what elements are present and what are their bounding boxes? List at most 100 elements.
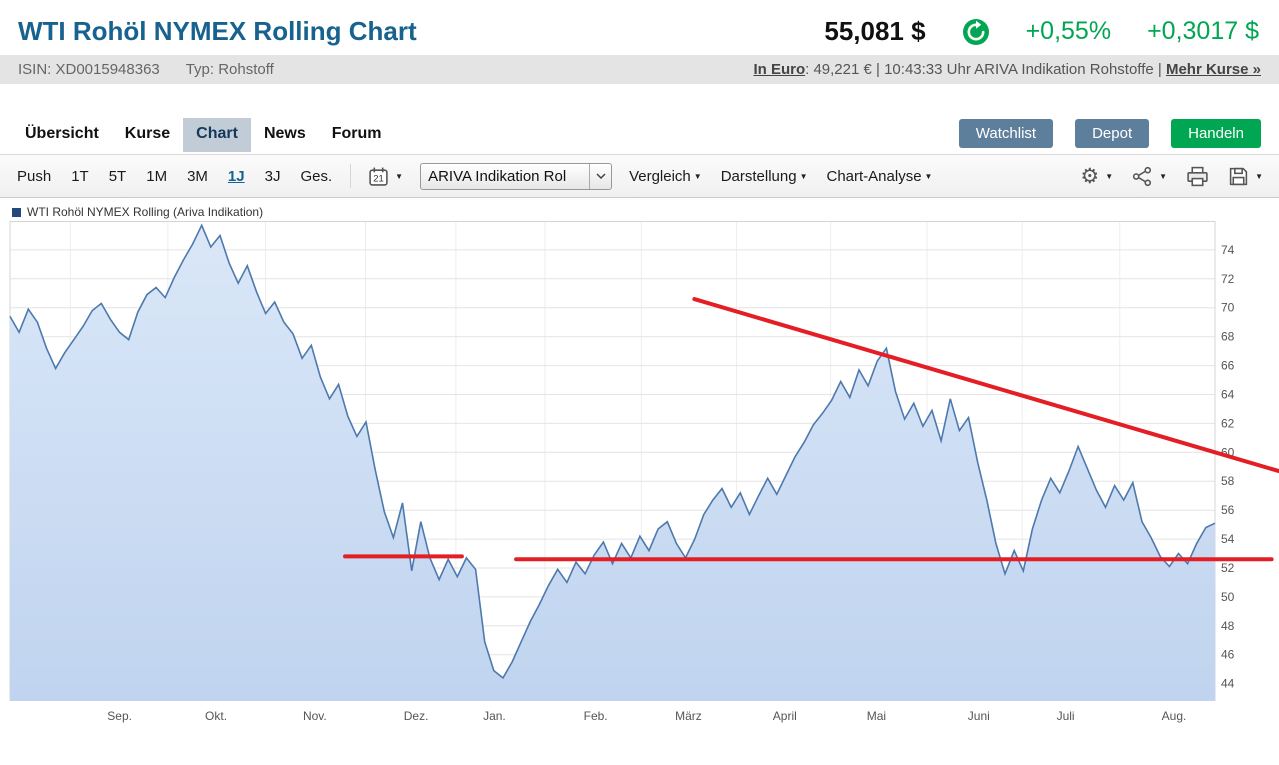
range-1m[interactable]: 1M bbox=[146, 167, 168, 185]
save-disk-icon bbox=[1229, 167, 1248, 185]
quote-meta: In Euro: 49,221 € | 10:43:33 Uhr ARIVA I… bbox=[753, 61, 1261, 78]
chart-menus: Vergleich ▼ Darstellung ▼ Chart-Analyse ▼ bbox=[629, 168, 932, 185]
y-axis-label: 50 bbox=[1221, 590, 1235, 604]
menu-label: Darstellung bbox=[720, 167, 797, 185]
print-button[interactable] bbox=[1186, 166, 1209, 187]
gear-icon: ⚙ bbox=[1080, 164, 1100, 188]
header: WTI Rohöl NYMEX Rolling Chart 55,081 $ +… bbox=[0, 0, 1279, 55]
x-axis-label: Juli bbox=[1056, 709, 1075, 723]
tab-übersicht[interactable]: Übersicht bbox=[25, 125, 99, 142]
menu-label: Chart-Analyse bbox=[826, 167, 922, 185]
y-axis-label: 52 bbox=[1221, 561, 1235, 575]
y-axis-label: 56 bbox=[1221, 503, 1235, 517]
trend-line-1 bbox=[692, 297, 1279, 474]
nav-tabs: Übersicht Kurse Chart News Forum bbox=[12, 118, 395, 152]
page-title: WTI Rohöl NYMEX Rolling Chart bbox=[18, 16, 417, 46]
area-fill bbox=[10, 225, 1215, 702]
y-axis-label: 64 bbox=[1221, 388, 1235, 402]
isin-label: ISIN: XD0015948363 bbox=[18, 61, 160, 78]
x-axis-label: Nov. bbox=[302, 709, 327, 723]
range-push[interactable]: Push bbox=[17, 167, 52, 185]
chevron-down-icon: ▼ bbox=[693, 171, 702, 181]
range-5t[interactable]: 5T bbox=[108, 167, 127, 185]
nav-buttons: Watchlist Depot Handeln bbox=[958, 119, 1261, 152]
chevron-down-icon: ▼ bbox=[1255, 171, 1263, 181]
x-axis-label: Juni bbox=[967, 709, 990, 723]
chevron-down-icon: ▼ bbox=[799, 171, 808, 181]
range-1t[interactable]: 1T bbox=[71, 167, 89, 185]
handeln-button[interactable]: Handeln bbox=[1171, 119, 1261, 148]
y-axis-label: 46 bbox=[1221, 648, 1235, 662]
x-axis-label: Dez. bbox=[403, 709, 429, 723]
svg-text:21: 21 bbox=[373, 173, 384, 184]
toolbar-separator bbox=[350, 164, 352, 188]
mehr-kurse-link[interactable]: Mehr Kurse » bbox=[1165, 61, 1261, 78]
calendar-icon: 21 bbox=[369, 167, 388, 186]
range-selector: Push 1T 5T 1M 3M 1J 3J Ges. bbox=[16, 166, 333, 187]
x-axis-label: Okt. bbox=[205, 709, 228, 723]
y-axis-label: 72 bbox=[1221, 272, 1235, 286]
range-3j[interactable]: 3J bbox=[264, 167, 281, 185]
y-axis-label: 68 bbox=[1221, 330, 1235, 344]
chevron-down-icon: ▼ bbox=[395, 171, 404, 181]
x-axis-label: Aug. bbox=[1161, 709, 1187, 723]
tab-kurse[interactable]: Kurse bbox=[124, 125, 171, 142]
indicators-button[interactable]: ▼ bbox=[1132, 166, 1167, 187]
x-axis-label: März bbox=[675, 709, 702, 723]
y-axis-label: 66 bbox=[1221, 359, 1235, 373]
current-price: 55,081 $ bbox=[824, 16, 926, 46]
y-axis-label: 54 bbox=[1221, 532, 1235, 546]
tab-forum[interactable]: Forum bbox=[331, 125, 382, 142]
tab-chart[interactable]: Chart bbox=[183, 118, 251, 152]
chevron-down-icon: ▼ bbox=[1105, 171, 1114, 181]
chevron-down-icon bbox=[589, 163, 611, 189]
toolbar-icons: ⚙ ▼ ▼ ▼ bbox=[1080, 166, 1263, 187]
y-axis-label: 62 bbox=[1221, 416, 1235, 430]
x-axis-label: Mai bbox=[866, 709, 887, 723]
x-axis-label: Sep. bbox=[107, 709, 132, 723]
price-cluster: 55,081 $ +0,55% +0,3017 $ bbox=[824, 16, 1259, 47]
range-3m[interactable]: 3M bbox=[187, 167, 208, 185]
y-axis-label: 44 bbox=[1221, 677, 1235, 691]
y-axis-label: 58 bbox=[1221, 474, 1235, 488]
range-1j[interactable]: 1J bbox=[227, 167, 245, 185]
indication-select[interactable]: ARIVA Indikation Rol bbox=[420, 162, 613, 190]
y-axis-label: 48 bbox=[1221, 619, 1235, 633]
save-button[interactable]: ▼ bbox=[1228, 166, 1263, 187]
price-line bbox=[9, 223, 1216, 680]
indication-select-value: ARIVA Indikation Rol bbox=[428, 167, 567, 185]
chevron-down-icon: ▼ bbox=[924, 171, 933, 181]
indication-time: | 10:43:33 Uhr ARIVA Indikation Rohstoff… bbox=[871, 61, 1166, 78]
chart-region: WTI Rohöl NYMEX Rolling (Ariva Indikatio… bbox=[0, 205, 1279, 728]
euro-price: : 49,221 € bbox=[805, 61, 872, 78]
y-axis-label: 70 bbox=[1221, 301, 1235, 315]
watchlist-button[interactable]: Watchlist bbox=[958, 119, 1054, 148]
x-axis-label: Feb. bbox=[583, 709, 608, 723]
menu-darstellung[interactable]: Darstellung ▼ bbox=[721, 168, 808, 185]
indicators-nodes-icon bbox=[1133, 166, 1152, 186]
depot-button[interactable]: Depot bbox=[1075, 119, 1150, 148]
menu-label: Vergleich bbox=[629, 167, 691, 185]
x-axis-label: Jan. bbox=[483, 709, 506, 723]
change-percent: +0,55% bbox=[1025, 17, 1112, 45]
printer-icon bbox=[1187, 166, 1208, 186]
type-label: Typ: Rohstoff bbox=[185, 61, 274, 78]
instrument-meta: ISIN: XD0015948363 Typ: Rohstoff bbox=[18, 61, 296, 78]
settings-button[interactable]: ⚙ ▼ bbox=[1080, 166, 1113, 187]
date-range-picker[interactable]: 21 ▼ bbox=[368, 166, 403, 187]
chart-legend: WTI Rohöl NYMEX Rolling (Ariva Indikatio… bbox=[12, 205, 1279, 219]
in-euro-link[interactable]: In Euro bbox=[753, 61, 806, 78]
chart-toolbar: Push 1T 5T 1M 3M 1J 3J Ges. 21 ▼ ARIVA Indikati… bbox=[0, 154, 1279, 198]
nav-row: Übersicht Kurse Chart News Forum Watchlist D… bbox=[0, 118, 1279, 152]
menu-vergleich[interactable]: Vergleich ▼ bbox=[629, 168, 702, 185]
legend-swatch-icon bbox=[12, 207, 21, 217]
x-axis: Sep. Okt. Nov. Dez. Jan. Feb. März April Mai Juni… bbox=[0, 706, 1279, 728]
change-absolute: +0,3017 $ bbox=[1147, 17, 1259, 45]
menu-chart-analyse[interactable]: Chart-Analyse ▼ bbox=[827, 168, 933, 185]
range-ges[interactable]: Ges. bbox=[300, 167, 333, 185]
refresh-icon bbox=[962, 18, 990, 46]
chevron-down-icon: ▼ bbox=[1159, 171, 1168, 181]
tab-news[interactable]: News bbox=[263, 125, 306, 142]
y-axis-label: 74 bbox=[1221, 243, 1235, 257]
